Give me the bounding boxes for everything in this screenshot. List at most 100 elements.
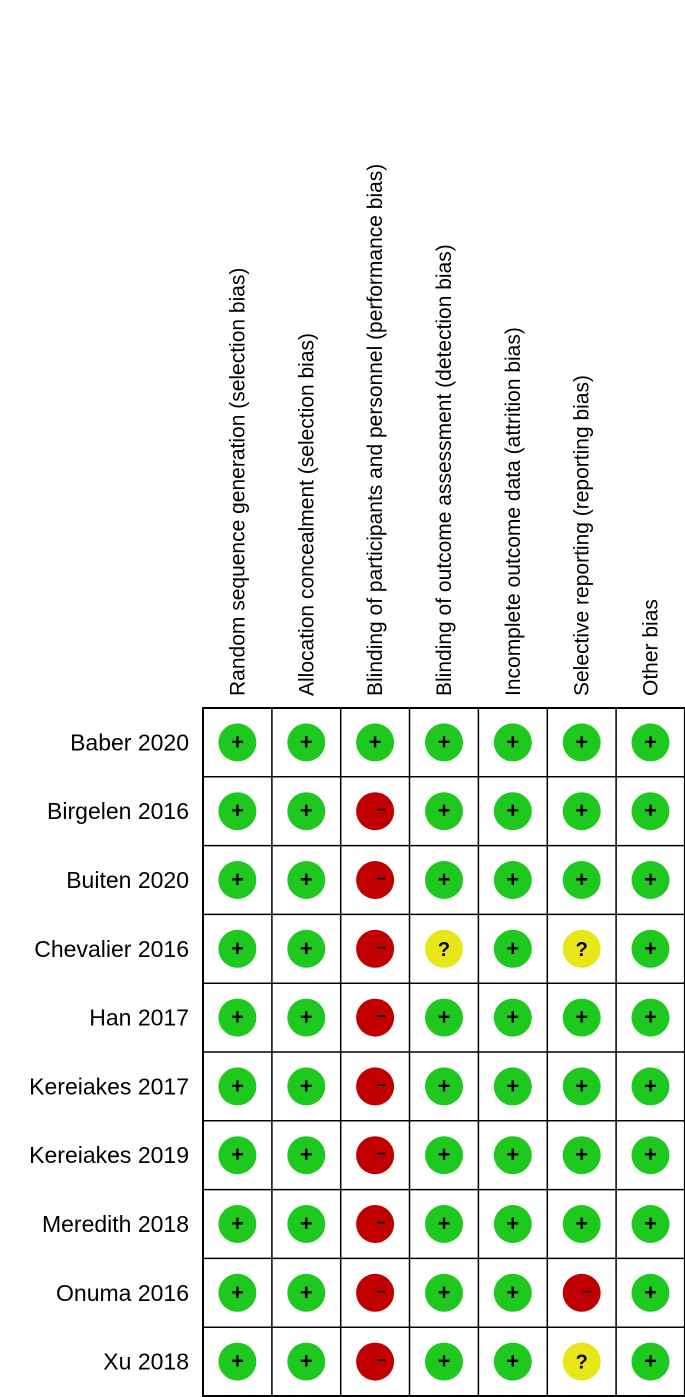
low-risk-circle — [631, 861, 670, 899]
low-risk-mark: + — [631, 1273, 670, 1312]
low-risk-mark: + — [287, 1205, 326, 1243]
grid — [202, 707, 685, 1397]
low-risk-glyph: + — [575, 729, 588, 754]
low-risk-glyph: + — [575, 1073, 588, 1098]
low-risk-mark: + — [631, 1067, 670, 1106]
low-risk-circle — [493, 723, 532, 762]
row-labels: Baber 2020 Birgelen 2016 Buiten 2020 Cheval… — [29, 729, 189, 1374]
low-risk-glyph: + — [506, 1211, 519, 1236]
low-risk-glyph: + — [231, 1280, 244, 1305]
low-risk-glyph: + — [438, 1142, 451, 1167]
low-risk-mark: + — [562, 1067, 601, 1106]
low-risk-circle — [287, 792, 326, 831]
low-risk-glyph: + — [438, 1349, 451, 1374]
low-risk-circle — [287, 929, 326, 968]
low-risk-circle — [287, 1273, 326, 1312]
low-risk-glyph: + — [506, 867, 519, 892]
low-risk-glyph: + — [575, 798, 588, 823]
row-label: Onuma 2016 — [56, 1280, 189, 1306]
low-risk-glyph: + — [231, 1005, 244, 1030]
low-risk-glyph: + — [575, 1142, 588, 1167]
low-risk-mark: + — [287, 998, 326, 1037]
low-risk-mark: + — [493, 1273, 532, 1312]
high-risk-glyph: − — [376, 802, 385, 819]
low-risk-circle — [631, 998, 670, 1037]
low-risk-mark: + — [493, 861, 532, 899]
high-risk-glyph: − — [376, 940, 385, 957]
high-risk-circle — [356, 1136, 395, 1175]
low-risk-circle — [218, 998, 257, 1037]
low-risk-circle — [631, 792, 670, 831]
low-risk-mark: + — [562, 1136, 601, 1175]
column-label: Incomplete outcome data (attrition bias) — [502, 327, 525, 696]
high-risk-circle — [356, 1205, 395, 1243]
low-risk-mark: + — [425, 723, 463, 762]
low-risk-circle — [631, 1136, 670, 1175]
unclear-risk-glyph: ? — [576, 1352, 588, 1374]
low-risk-mark: + — [218, 1136, 257, 1175]
column-labels: Random sequence generation (selection bi… — [226, 164, 662, 696]
low-risk-glyph: + — [644, 1073, 657, 1098]
low-risk-circle — [287, 1342, 326, 1381]
column-label: Blinding of outcome assessment (detectio… — [433, 244, 456, 696]
low-risk-mark: + — [562, 792, 601, 831]
low-risk-mark: + — [631, 723, 670, 762]
low-risk-glyph: + — [575, 1211, 588, 1236]
row-label: Kereiakes 2017 — [29, 1073, 189, 1099]
judgement-marks: + + + + + + + + + − + + + + + + − + + + + + + −? +? + + + − + + + + + + − + +… — [218, 723, 670, 1381]
low-risk-mark: + — [493, 1205, 532, 1243]
high-risk-circle — [356, 861, 395, 899]
low-risk-circle — [493, 1342, 532, 1381]
unclear-risk-mark: ? — [562, 1342, 601, 1381]
low-risk-mark: + — [493, 1136, 532, 1175]
low-risk-glyph: + — [644, 1005, 657, 1030]
high-risk-glyph: − — [376, 1284, 385, 1301]
low-risk-glyph: + — [300, 1280, 313, 1305]
low-risk-glyph: + — [438, 1073, 451, 1098]
high-risk-mark: − — [356, 861, 395, 899]
low-risk-glyph: + — [300, 1073, 313, 1098]
row-label: Baber 2020 — [70, 729, 189, 755]
low-risk-circle — [287, 723, 326, 762]
low-risk-circle — [425, 792, 463, 831]
low-risk-circle — [562, 998, 601, 1037]
low-risk-mark: + — [287, 1067, 326, 1106]
low-risk-circle — [562, 723, 601, 762]
column-label: Blinding of participants and personnel (… — [364, 164, 387, 696]
low-risk-mark: + — [493, 723, 532, 762]
low-risk-circle — [631, 1342, 670, 1381]
low-risk-mark: + — [493, 998, 532, 1037]
low-risk-circle — [287, 861, 326, 899]
low-risk-circle — [218, 861, 257, 899]
low-risk-glyph: + — [438, 729, 451, 754]
low-risk-glyph: + — [231, 729, 244, 754]
low-risk-glyph: + — [438, 1211, 451, 1236]
low-risk-circle — [425, 1067, 463, 1106]
low-risk-mark: + — [287, 1342, 326, 1381]
low-risk-mark: + — [287, 929, 326, 968]
unclear-risk-glyph: ? — [576, 939, 588, 961]
column-label: Other bias — [640, 599, 663, 696]
low-risk-circle — [425, 1205, 463, 1243]
low-risk-circle — [218, 1273, 257, 1312]
low-risk-mark: + — [425, 792, 463, 831]
low-risk-mark: + — [493, 792, 532, 831]
low-risk-glyph: + — [300, 729, 313, 754]
high-risk-glyph: − — [376, 1215, 385, 1232]
low-risk-glyph: + — [506, 936, 519, 961]
low-risk-mark: + — [493, 1342, 532, 1381]
low-risk-circle — [631, 1205, 670, 1243]
low-risk-glyph: + — [644, 867, 657, 892]
low-risk-glyph: + — [300, 1211, 313, 1236]
low-risk-circle — [287, 1136, 326, 1175]
low-risk-mark: + — [218, 1273, 257, 1312]
low-risk-circle — [287, 1205, 326, 1243]
low-risk-circle — [493, 861, 532, 899]
row-label: Han 2017 — [89, 1005, 189, 1031]
high-risk-mark: − — [356, 1273, 395, 1312]
low-risk-circle — [287, 1067, 326, 1106]
low-risk-glyph: + — [300, 936, 313, 961]
high-risk-glyph: − — [376, 1146, 385, 1163]
low-risk-mark: + — [287, 1136, 326, 1175]
